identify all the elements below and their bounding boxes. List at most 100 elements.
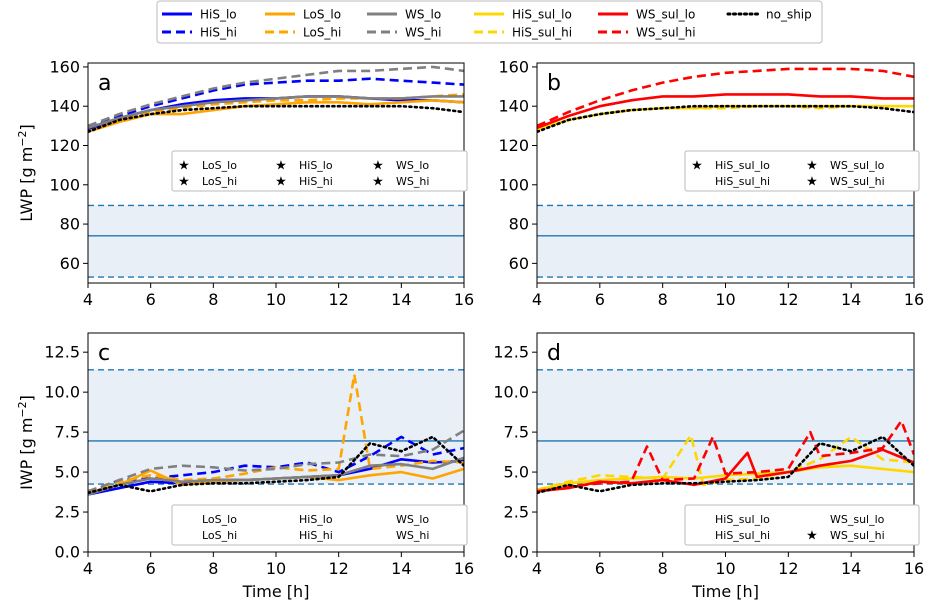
panels: 4 6 8 10 12 14 16 60 80 100 120 140 160 a LWP [g m−2] ★… — [16, 57, 925, 601]
star-marker: ★ — [372, 175, 384, 190]
x-tick-label: 10 — [266, 290, 286, 309]
x-axis-label: Time [h] — [691, 582, 759, 601]
marker-legend-label: WS_hi — [396, 529, 429, 542]
legend-label-his-sul-lo: HiS_sul_lo — [512, 8, 572, 22]
y-tick-label: 140 — [498, 97, 529, 116]
legend-label-ws-sul-lo: WS_sul_lo — [636, 8, 695, 22]
marker-legend-label: HiS_hi — [299, 529, 333, 542]
y-axis-label: LWP [g m−2] — [16, 124, 37, 222]
marker-legend-label: HiS_hi — [299, 175, 333, 188]
y-tick-label: 7.5 — [504, 423, 529, 442]
series-line-no-ship — [88, 435, 464, 495]
legend-label-ws-lo: WS_lo — [405, 8, 441, 22]
series-line-los-hi — [88, 373, 464, 493]
marker-legend-label: HiS_sul_hi — [715, 529, 770, 542]
y-tick-label: 2.5 — [504, 503, 529, 522]
y-tick-label: 120 — [498, 136, 529, 155]
x-tick-label: 10 — [266, 559, 286, 578]
marker-legend: ★ LoS_lo ★ HiS_lo ★ WS_lo ★ LoS_hi ★ HiS_hi ★ WS_hi — [171, 150, 468, 192]
series-line-ws-sul-hi — [537, 67, 914, 128]
series-group — [537, 67, 914, 134]
y-tick-label: 100 — [49, 175, 80, 194]
panel-letter: a — [98, 71, 111, 96]
marker-legend-label: HiS_sul_lo — [715, 513, 770, 526]
series-group — [88, 373, 464, 496]
y-tick-label: 2.5 — [55, 503, 80, 522]
legend-label-ws-hi: WS_hi — [405, 26, 441, 40]
y-tick-label: 100 — [498, 175, 529, 194]
x-tick-label: 6 — [146, 290, 156, 309]
legend-label-no-ship: no_ship — [766, 8, 812, 22]
x-tick-label: 16 — [454, 290, 474, 309]
panel-c: 4 6 8 10 12 14 16 0.0 2.5 5.0 7.5 10.0 12.5 c Time [h]… — [16, 332, 474, 601]
y-tick-label: 7.5 — [55, 423, 80, 442]
marker-legend-frame — [171, 150, 468, 192]
x-tick-label: 12 — [778, 559, 798, 578]
x-tick-label: 16 — [454, 559, 474, 578]
series-line-his-hi — [88, 435, 464, 495]
star-marker: ★ — [806, 159, 818, 174]
series-line-ws-sul-lo — [537, 93, 914, 130]
marker-legend: HiS_sul_lo WS_sul_lo HiS_sul_hi ★ WS_sul_hi — [684, 504, 920, 546]
x-tick-label: 8 — [658, 559, 668, 578]
panel-d: 4 6 8 10 12 14 16 0.0 2.5 5.0 7.5 10.0 12.5 d Time [h]… — [493, 332, 924, 601]
marker-legend-label: HiS_sul_lo — [715, 159, 770, 172]
y-tick-label: 120 — [49, 136, 80, 155]
x-tick-label: 8 — [658, 290, 668, 309]
series-line-no-ship — [88, 104, 464, 134]
series-line-ws-hi — [88, 65, 464, 128]
x-tick-label: 12 — [778, 290, 798, 309]
x-tick-label: 10 — [715, 290, 735, 309]
marker-legend-label: WS_sul_lo — [830, 513, 885, 526]
y-tick-label: 0.0 — [504, 543, 529, 562]
y-tick-label: 80 — [509, 215, 529, 234]
y-tick-label: 10.0 — [493, 383, 529, 402]
reference-band — [88, 205, 464, 278]
x-tick-label: 6 — [146, 559, 156, 578]
y-tick-label: 140 — [49, 97, 80, 116]
y-tick-label: 5.0 — [55, 463, 80, 482]
star-marker: ★ — [372, 159, 384, 174]
series-line-his-sul-hi — [537, 433, 914, 491]
reference-band — [88, 369, 464, 485]
series-line-no-ship — [537, 104, 914, 134]
marker-legend-label: WS_lo — [396, 159, 429, 172]
x-tick-label: 8 — [208, 290, 218, 309]
y-tick-label: 160 — [498, 57, 529, 76]
y-axis-label: IWP [g m−2] — [16, 395, 37, 490]
x-tick-label: 14 — [841, 559, 861, 578]
marker-legend-label: WS_sul_hi — [830, 529, 885, 542]
marker-legend-label: LoS_lo — [202, 159, 237, 172]
series-line-ws-sul-hi — [537, 419, 914, 493]
y-tick-label: 10.0 — [44, 383, 80, 402]
marker-legend-label: HiS_sul_hi — [715, 175, 770, 188]
marker-legend-frame — [171, 504, 468, 546]
panel-letter: c — [98, 341, 110, 366]
star-marker: ★ — [691, 159, 703, 174]
x-tick-label: 4 — [83, 559, 93, 578]
y-tick-label: 12.5 — [493, 343, 529, 362]
panel-a: 4 6 8 10 12 14 16 60 80 100 120 140 160 a LWP [g m−2] ★… — [16, 57, 475, 309]
series-line-ws-lo — [88, 456, 464, 496]
x-tick-label: 14 — [391, 290, 411, 309]
legend-label-his-hi: HiS_hi — [200, 26, 237, 40]
legend-label-his-sul-hi: HiS_sul_hi — [512, 26, 572, 40]
series-line-his-sul-lo — [537, 464, 914, 491]
marker-legend-label: WS_sul_hi — [830, 175, 885, 188]
y-tick-label: 60 — [60, 254, 80, 273]
x-tick-label: 12 — [328, 290, 348, 309]
marker-legend-label: WS_hi — [396, 175, 429, 188]
legend-label-his-lo: HiS_lo — [200, 8, 237, 22]
marker-legend-label: LoS_lo — [202, 513, 237, 526]
series-group — [537, 419, 914, 495]
marker-legend-label: HiS_lo — [299, 159, 333, 172]
y-tick-label: 0.0 — [55, 543, 80, 562]
x-tick-label: 8 — [208, 559, 218, 578]
legend-label-ws-sul-hi: WS_sul_hi — [636, 26, 696, 40]
series-group — [88, 65, 464, 134]
panel-letter: d — [547, 341, 561, 366]
legend-label-los-lo: LoS_lo — [303, 8, 341, 22]
x-tick-label: 10 — [715, 559, 735, 578]
marker-legend-label: WS_lo — [396, 513, 429, 526]
